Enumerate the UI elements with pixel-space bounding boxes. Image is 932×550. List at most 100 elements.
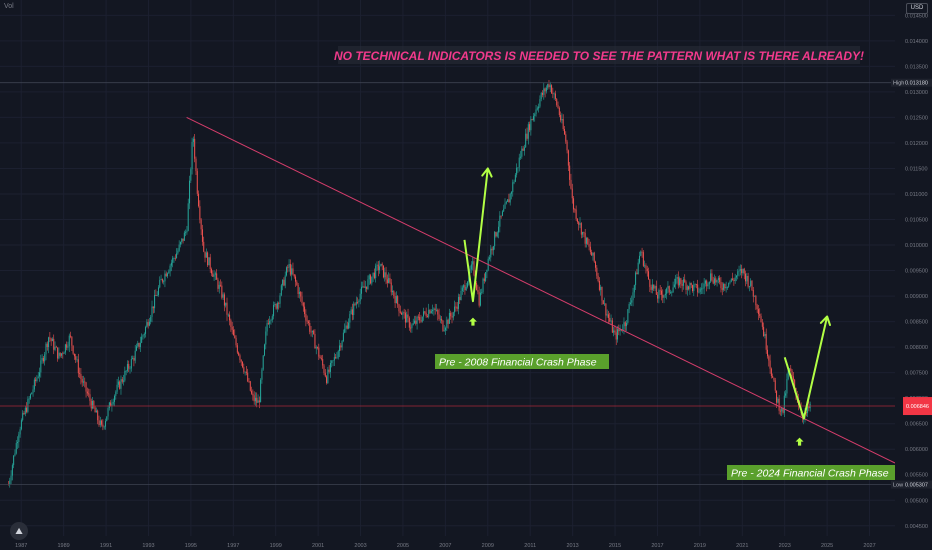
candle-body — [141, 336, 143, 343]
candle-body — [110, 402, 112, 407]
candle-body — [226, 302, 228, 315]
y-tick-label: 0.008500 — [905, 320, 928, 326]
tradingview-logo-icon[interactable]: ⛰ — [10, 522, 28, 540]
candle-body — [344, 329, 346, 333]
candle-body — [68, 335, 70, 347]
candle-body — [351, 309, 353, 315]
candle-body — [156, 294, 158, 296]
candle-body — [267, 323, 269, 325]
candle-body — [549, 85, 551, 88]
candle-body — [349, 314, 351, 323]
candle-body — [585, 237, 587, 244]
candle-body — [699, 288, 701, 292]
candle-body — [756, 305, 758, 310]
candle-body — [737, 271, 739, 276]
candle-body — [157, 287, 159, 295]
candle-body — [143, 333, 145, 336]
candle-body — [37, 376, 39, 378]
candle-body — [738, 270, 740, 272]
candle-body — [103, 426, 105, 428]
candle-body — [31, 392, 33, 395]
candle-body — [448, 312, 450, 324]
candle-body — [401, 312, 403, 315]
high-value: 0.013180 — [905, 81, 928, 87]
candle-body — [425, 312, 427, 317]
candle-body — [177, 250, 179, 254]
candle-body — [641, 251, 643, 253]
candle-body — [274, 303, 276, 305]
candle-body — [755, 295, 757, 306]
candle-body — [328, 369, 330, 372]
candle-body — [320, 358, 322, 360]
candle-body — [460, 290, 462, 301]
candle-body — [772, 376, 774, 378]
candle-body — [544, 88, 546, 92]
candle-body — [750, 280, 752, 286]
candle-body — [713, 278, 715, 284]
candle-body — [500, 215, 502, 217]
candle-body — [88, 393, 90, 395]
candle-body — [199, 206, 201, 220]
candle-body — [282, 279, 284, 286]
candle-body — [725, 287, 727, 289]
candle-body — [808, 405, 810, 409]
candle-body — [526, 133, 528, 139]
candle-body — [708, 281, 710, 285]
candle-body — [205, 252, 207, 258]
candle-body — [332, 360, 334, 362]
candle-body — [473, 261, 475, 275]
low-marker-bg — [891, 480, 932, 489]
candle-body — [385, 272, 387, 280]
annotation-title: NO TECHNICAL INDICATORS IS NEEDED TO SEE… — [334, 49, 864, 63]
candle-body — [628, 304, 630, 310]
candle-body — [148, 321, 150, 326]
candle-body — [598, 280, 600, 290]
currency-button[interactable]: USD — [906, 3, 928, 14]
candle-body — [19, 429, 21, 435]
candle-body — [777, 398, 779, 403]
candle-body — [781, 407, 783, 412]
candle-body — [397, 296, 399, 305]
candle-body — [503, 208, 505, 212]
candle-body — [183, 232, 185, 241]
candle-body — [447, 319, 449, 324]
candle-body — [441, 318, 443, 321]
candle-body — [653, 284, 655, 289]
candle-body — [357, 302, 359, 303]
candle-body — [327, 369, 329, 383]
overlay-layer: NO TECHNICAL INDICATORS IS NEEDED TO SEE… — [0, 46, 898, 485]
candle-body — [257, 400, 259, 403]
candle-body — [358, 300, 360, 303]
candle-body — [635, 272, 637, 286]
candle-body — [90, 400, 92, 409]
candle-body — [214, 273, 216, 275]
candle-body — [494, 231, 496, 247]
candle-body — [423, 311, 425, 317]
candle-body — [247, 372, 249, 382]
candle-body — [15, 443, 17, 454]
candle-body — [438, 314, 440, 319]
candle-body — [605, 303, 607, 316]
candle-body — [410, 327, 412, 329]
candle-body — [203, 241, 205, 252]
y-tick-label: 0.014000 — [905, 39, 928, 45]
candle-body — [681, 283, 683, 286]
candle-body — [592, 252, 594, 256]
candle-body — [726, 286, 728, 288]
candle-body — [773, 377, 775, 381]
candle-body — [86, 391, 88, 394]
candle-body — [104, 421, 106, 427]
candle-body — [218, 284, 220, 289]
candle-body — [636, 272, 638, 275]
candle-body — [221, 285, 223, 298]
candle-body — [354, 303, 356, 305]
y-tick-label: 0.009000 — [905, 294, 928, 300]
candle-body — [721, 288, 723, 290]
y-tick-label: 0.010000 — [905, 243, 928, 249]
candle-body — [618, 329, 620, 332]
x-tick-label: 2007 — [439, 543, 451, 549]
candle-body — [372, 272, 374, 277]
current-price-value: 0.006846 — [906, 404, 929, 410]
candle-body — [375, 265, 377, 279]
